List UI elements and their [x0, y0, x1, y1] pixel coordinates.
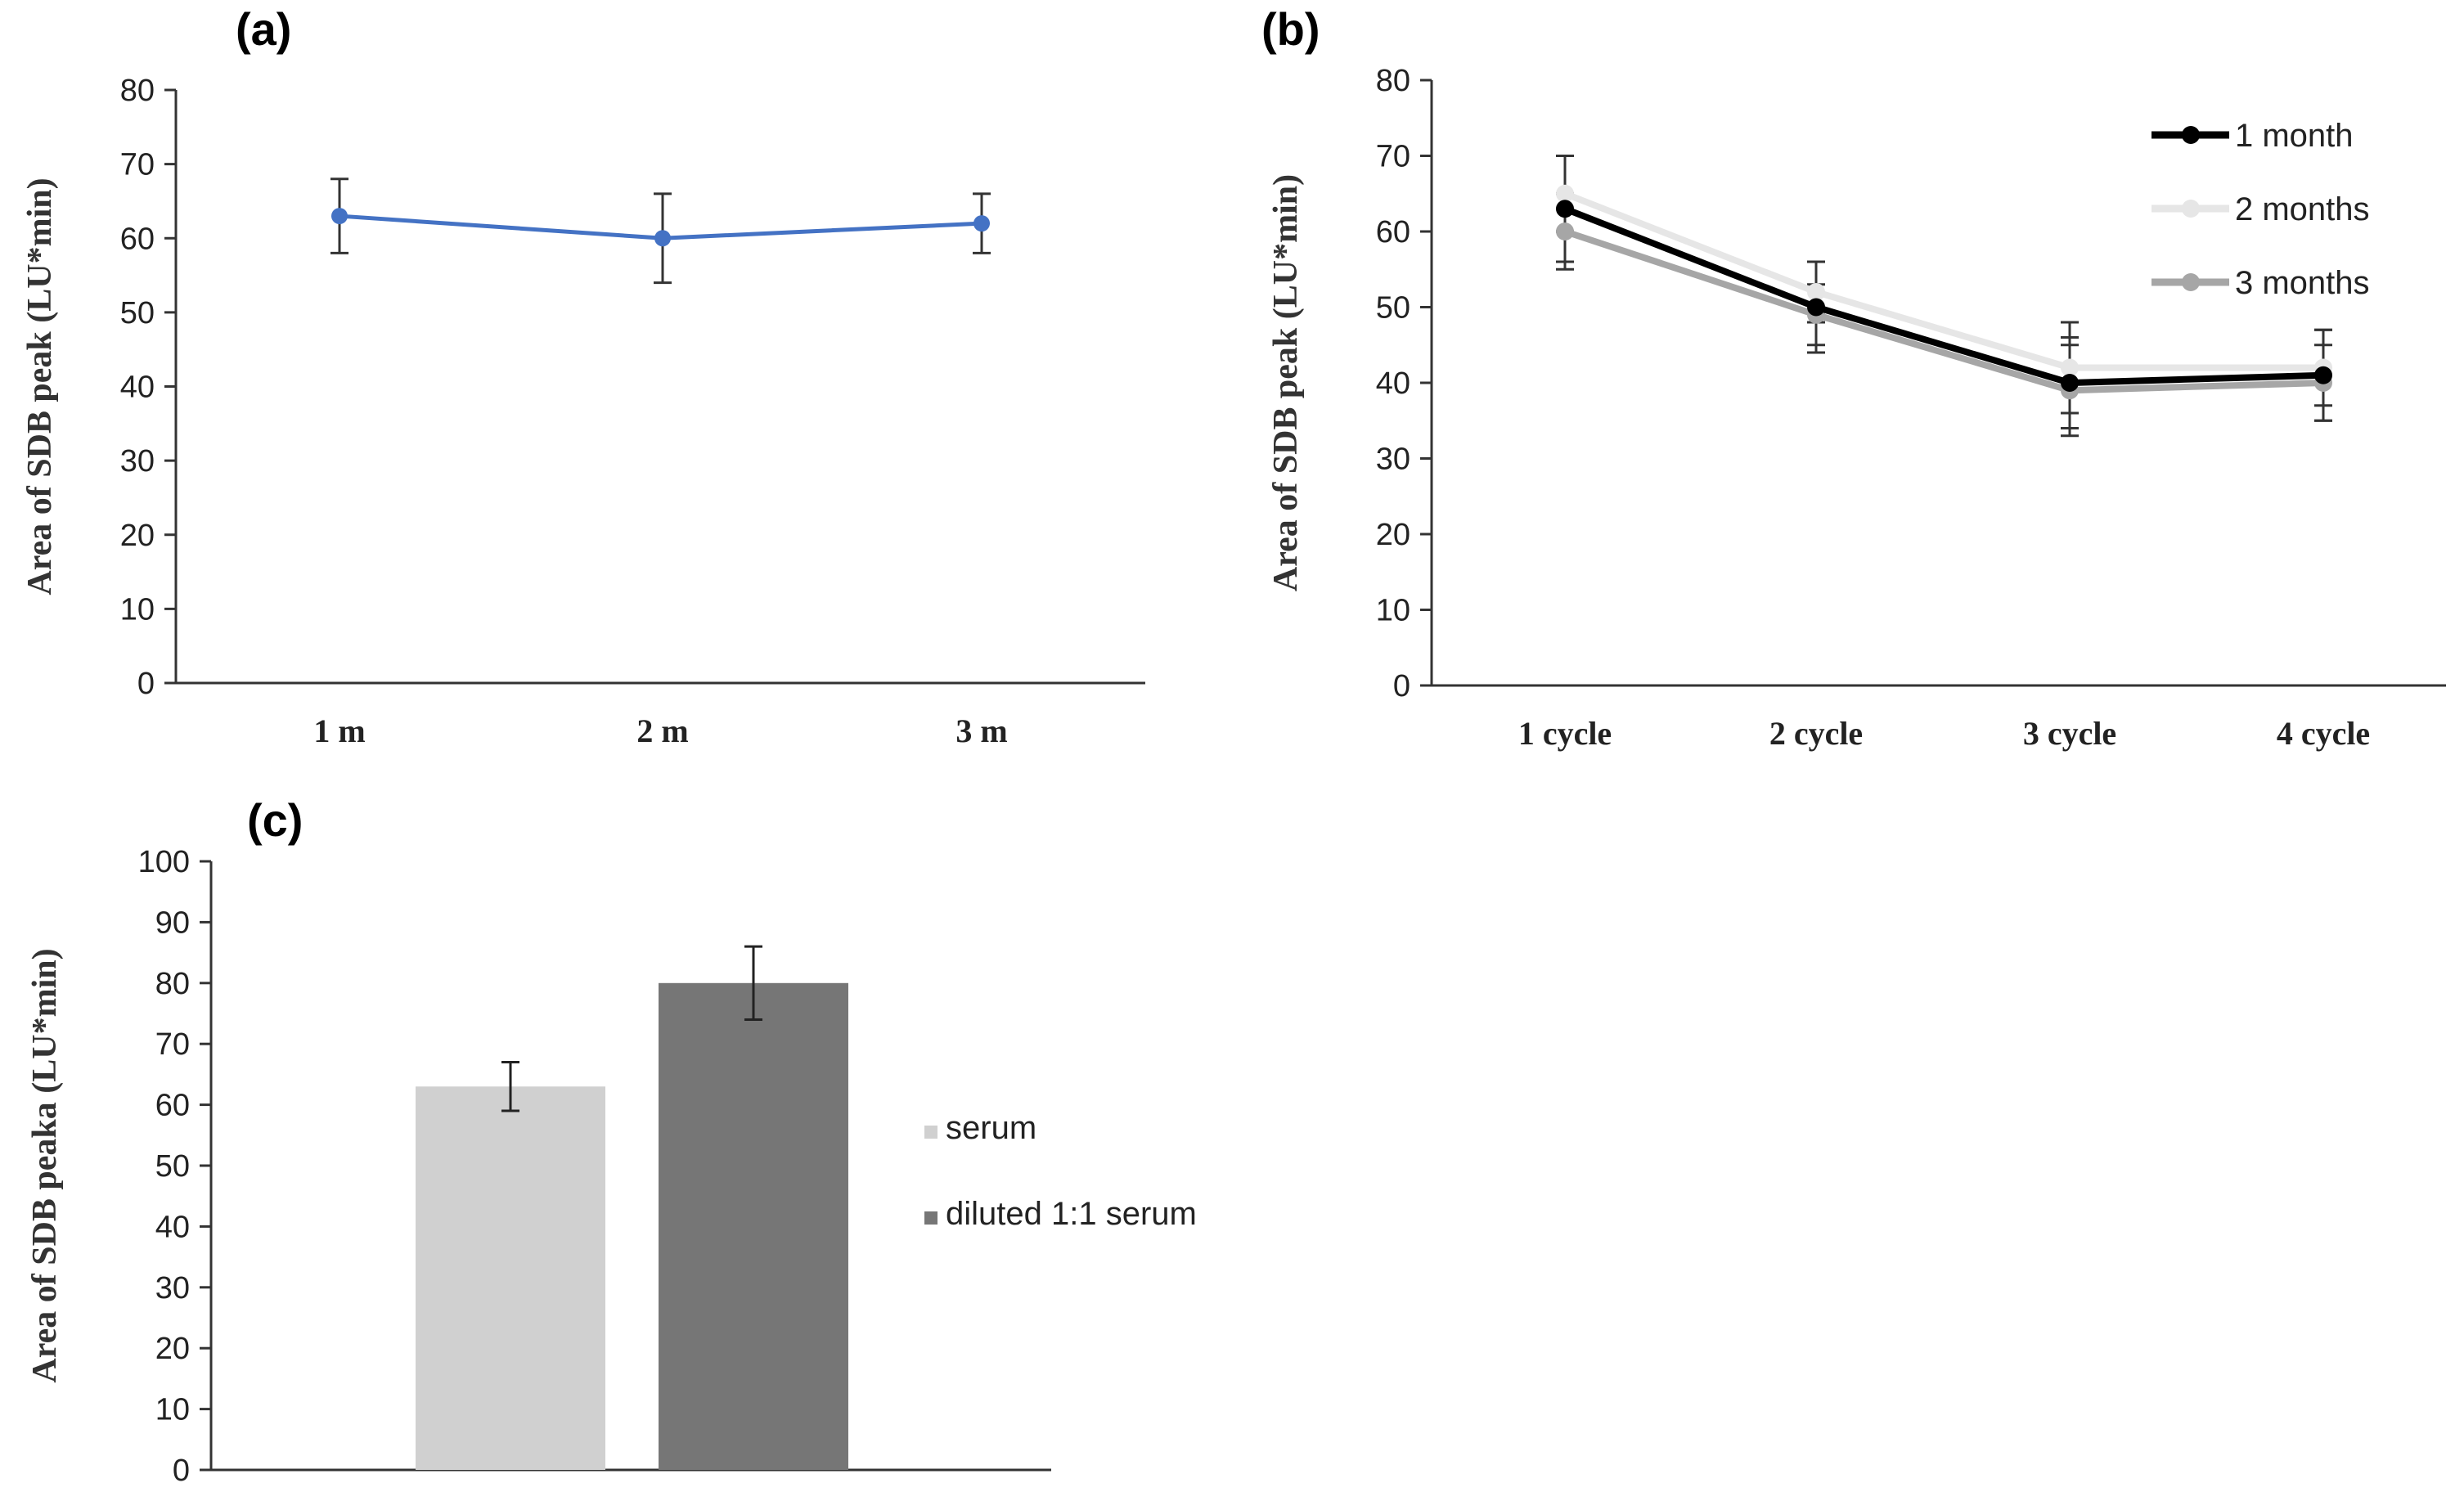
data-point	[2314, 366, 2332, 384]
y-axis-title: Area of SDB peak (LU*min)	[1267, 174, 1305, 591]
y-tick-label: 10	[1376, 594, 1410, 628]
x-tick-label: 1 cycle	[1518, 715, 1612, 752]
legend-swatch	[924, 1211, 937, 1225]
y-tick-label: 40	[120, 371, 155, 405]
y-tick-label: 70	[120, 148, 155, 182]
y-tick-label: 10	[120, 592, 155, 627]
data-point	[973, 215, 990, 232]
y-tick-label: 50	[1376, 291, 1410, 326]
data-point	[1556, 222, 1574, 240]
y-tick-label: 30	[1376, 443, 1410, 477]
legend-swatch	[924, 1126, 937, 1139]
y-tick-label: 0	[1393, 669, 1410, 703]
series-line	[1563, 228, 2324, 394]
y-tick-label: 60	[120, 222, 155, 256]
legend-swatch-marker	[2182, 200, 2200, 218]
y-tick-label: 40	[155, 1210, 190, 1244]
legend-entry: diluted 1:1 serum	[946, 1196, 1197, 1232]
panel-b-line-chart: 0 10 20 30 40 50 60 70 80 Area of SDB peak (LU*mi…	[1261, 3, 2446, 752]
y-axis-title: Area of SDB peak (LU*min)	[21, 178, 59, 595]
bar	[416, 1086, 605, 1470]
y-tick-label: 0	[173, 1454, 190, 1488]
y-axis-title: Area of SDB peaka (LU*min)	[26, 948, 64, 1382]
data-point	[654, 230, 671, 247]
data-point	[2061, 374, 2079, 392]
y-tick-label: 60	[1376, 215, 1410, 249]
x-tick-label: 2 cycle	[1769, 715, 1863, 752]
legend-entry: serum	[946, 1110, 1036, 1146]
y-tick-label: 80	[120, 74, 155, 108]
legend-entry: 3 months	[2235, 265, 2370, 301]
panel-c-bar-chart: 0 10 20 30 40 50 60 70 80 90 100 Area of SDB peaka …	[26, 794, 1197, 1488]
data-point	[2061, 358, 2079, 377]
y-tick-label: 20	[155, 1332, 190, 1366]
data-point	[1807, 283, 1825, 301]
panel-label: (b)	[1261, 3, 1320, 55]
panel-a-line-chart: 0 10 20 30 40 50 60 70 80 Area of SDB peak (LU*mi…	[21, 3, 1145, 749]
legend-swatch-marker	[2182, 126, 2200, 144]
y-tick-label: 0	[137, 667, 155, 701]
y-tick-label: 50	[155, 1149, 190, 1184]
y-tick-label: 100	[138, 845, 190, 879]
y-tick-label: 70	[1376, 140, 1410, 174]
legend-entry: 1 month	[2235, 118, 2354, 154]
data-point	[1556, 200, 1574, 218]
y-tick-label: 30	[120, 444, 155, 479]
x-tick-label: 3 m	[955, 712, 1007, 749]
x-tick-label: 4 cycle	[2277, 715, 2370, 752]
y-tick-label: 20	[1376, 518, 1410, 552]
y-tick-label: 20	[120, 519, 155, 553]
data-point	[331, 208, 348, 225]
y-tick-label: 40	[1376, 366, 1410, 401]
y-tick-label: 60	[155, 1089, 190, 1123]
legend-entry: 2 months	[2235, 191, 2370, 227]
x-tick-label: 3 cycle	[2023, 715, 2116, 752]
y-tick-label: 30	[155, 1271, 190, 1306]
bar	[659, 982, 848, 1470]
y-tick-label: 10	[155, 1393, 190, 1427]
y-tick-label: 50	[120, 296, 155, 330]
y-tick-label: 80	[1376, 64, 1410, 98]
y-tick-label: 70	[155, 1027, 190, 1062]
panel-label: (a)	[236, 3, 291, 55]
data-point	[1556, 184, 1574, 203]
legend-swatch-marker	[2182, 273, 2200, 291]
panel-label: (c)	[247, 794, 303, 846]
y-tick-label: 80	[155, 967, 190, 1001]
y-tick-label: 90	[155, 906, 190, 940]
series-line	[1563, 205, 2324, 387]
x-tick-label: 1 m	[313, 712, 365, 749]
series-line	[1563, 191, 2323, 371]
x-tick-label: 2 m	[636, 712, 688, 749]
data-point	[1807, 298, 1825, 317]
